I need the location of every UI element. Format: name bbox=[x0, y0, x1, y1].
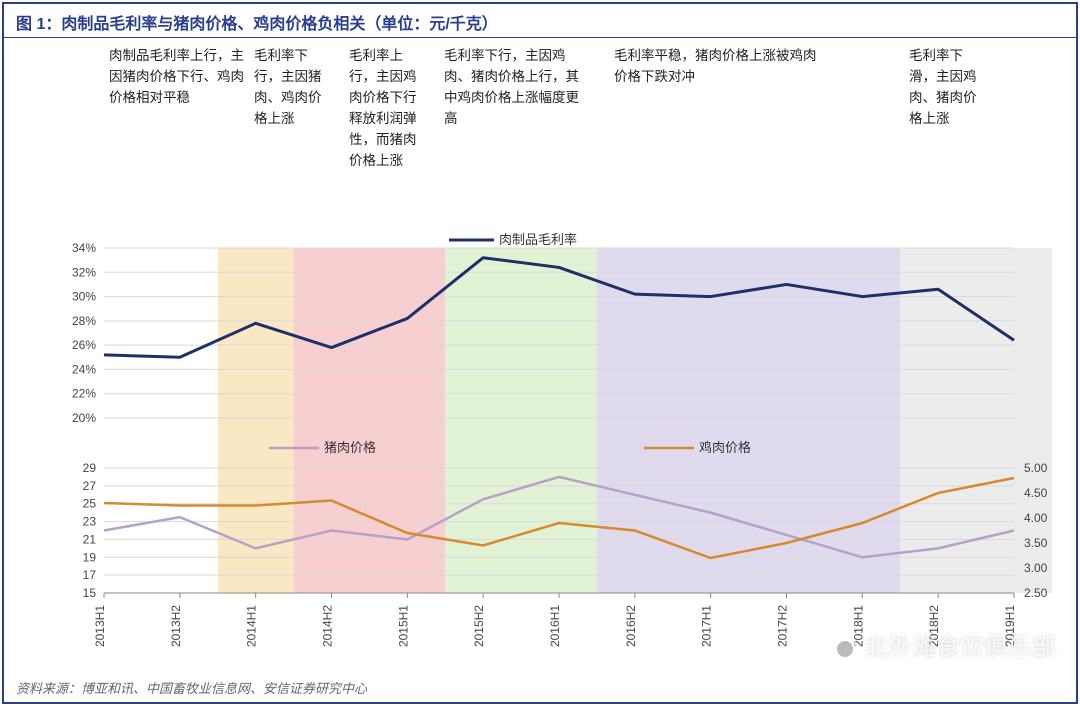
svg-text:鸡肉价格: 鸡肉价格 bbox=[699, 440, 751, 455]
svg-text:28%: 28% bbox=[72, 314, 96, 328]
svg-text:2014H2: 2014H2 bbox=[321, 605, 335, 647]
svg-text:2013H1: 2013H1 bbox=[93, 605, 107, 647]
svg-text:2013H2: 2013H2 bbox=[169, 605, 183, 647]
svg-text:3.00: 3.00 bbox=[1024, 561, 1048, 575]
svg-text:26%: 26% bbox=[72, 338, 96, 352]
svg-text:4.50: 4.50 bbox=[1024, 486, 1048, 500]
figure-frame: 图 1：肉制品毛利率与猪肉价格、鸡肉价格负相关（单位：元/千克） 20% 22% 2… bbox=[2, 2, 1078, 704]
svg-text:2015H1: 2015H1 bbox=[396, 605, 410, 647]
annotation-text: 毛利率下滑，主因鸡肉、猪肉价格上涨 bbox=[909, 46, 989, 130]
annotation-text: 毛利率上行，主因鸡肉价格下行释放利润弹性，而猪肉价格上涨 bbox=[349, 46, 429, 172]
svg-text:24%: 24% bbox=[72, 362, 96, 376]
svg-text:34%: 34% bbox=[72, 241, 96, 255]
watermark: 北外滩食饮俱乐部 bbox=[832, 627, 1056, 662]
svg-text:21: 21 bbox=[83, 532, 97, 546]
svg-text:15: 15 bbox=[83, 586, 97, 600]
svg-text:29: 29 bbox=[83, 461, 97, 475]
svg-text:2017H2: 2017H2 bbox=[776, 605, 790, 647]
annotation-text: 毛利率下行，主因鸡肉、猪肉价格上行，其中鸡肉价格上涨幅度更高 bbox=[444, 46, 579, 130]
svg-text:3.50: 3.50 bbox=[1024, 536, 1048, 550]
wechat-icon bbox=[832, 636, 858, 662]
svg-text:2016H2: 2016H2 bbox=[624, 605, 638, 647]
svg-text:19: 19 bbox=[83, 550, 97, 564]
annotation-text: 毛利率平稳，猪肉价格上涨被鸡肉价格下跌对冲 bbox=[614, 46, 829, 88]
title-bar: 图 1：肉制品毛利率与猪肉价格、鸡肉价格负相关（单位：元/千克） bbox=[4, 4, 1076, 38]
svg-text:30%: 30% bbox=[72, 290, 96, 304]
annotation-text: 毛利率下行，主因猪肉、鸡肉价格上涨 bbox=[254, 46, 334, 130]
source-footer: 资料来源：博亚和讯、中国畜牧业信息网、安信证券研究中心 bbox=[4, 672, 1076, 702]
svg-text:4.00: 4.00 bbox=[1024, 511, 1048, 525]
svg-text:17: 17 bbox=[83, 568, 97, 582]
svg-text:5.00: 5.00 bbox=[1024, 461, 1048, 475]
svg-text:2016H1: 2016H1 bbox=[548, 605, 562, 647]
svg-text:2.50: 2.50 bbox=[1024, 586, 1048, 600]
svg-text:2015H2: 2015H2 bbox=[472, 605, 486, 647]
svg-text:2014H1: 2014H1 bbox=[245, 605, 259, 647]
svg-text:20%: 20% bbox=[72, 411, 96, 425]
svg-text:猪肉价格: 猪肉价格 bbox=[324, 440, 376, 455]
svg-text:2017H1: 2017H1 bbox=[700, 605, 714, 647]
annotation-layer: 肉制品毛利率上行，主因猪肉价格下行、鸡肉价格相对平稳毛利率下行，主因猪肉、鸡肉价… bbox=[4, 46, 1076, 236]
watermark-text: 北外滩食饮俱乐部 bbox=[864, 634, 1056, 661]
svg-text:32%: 32% bbox=[72, 265, 96, 279]
figure-title: 图 1：肉制品毛利率与猪肉价格、鸡肉价格负相关（单位：元/千克） bbox=[16, 16, 498, 33]
svg-text:25: 25 bbox=[83, 497, 97, 511]
svg-text:23: 23 bbox=[83, 515, 97, 529]
chart-content: 20%22%24%26%28%30%32%34%肉制品毛利率1517192123… bbox=[4, 38, 1076, 672]
annotation-text: 肉制品毛利率上行，主因猪肉价格下行、鸡肉价格相对平稳 bbox=[109, 46, 244, 109]
svg-text:27: 27 bbox=[83, 479, 97, 493]
svg-text:22%: 22% bbox=[72, 387, 96, 401]
